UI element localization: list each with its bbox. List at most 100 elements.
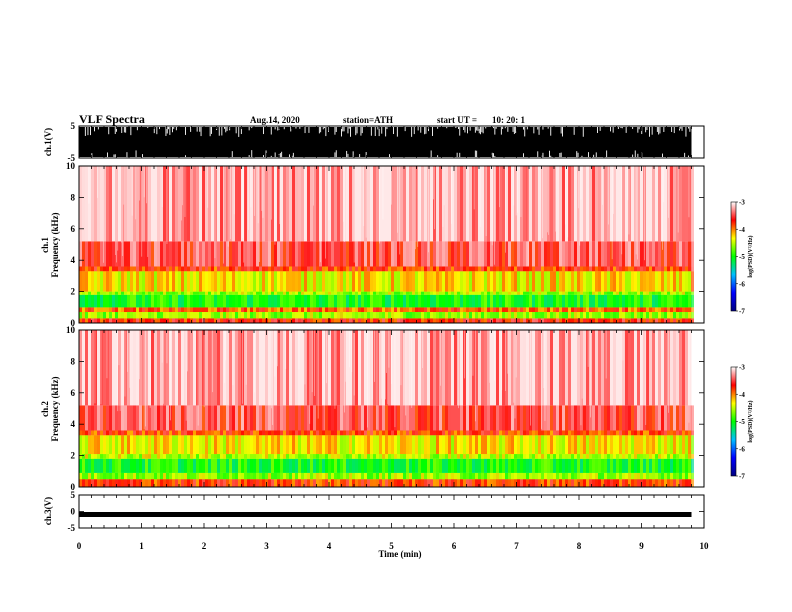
spectral-streak	[663, 166, 665, 203]
trace-gap	[342, 127, 344, 132]
spectral-texture	[385, 454, 388, 459]
spectral-texture	[595, 330, 598, 406]
spectral-texture	[328, 271, 331, 292]
spectral-texture	[349, 291, 352, 295]
spectral-texture	[328, 241, 331, 267]
spectral-texture	[280, 430, 283, 436]
spectral-texture	[115, 330, 118, 406]
spectral-texture	[568, 435, 571, 455]
spectral-texture	[478, 430, 481, 436]
spectral-texture	[292, 479, 295, 487]
spectral-texture	[319, 472, 322, 480]
spectral-texture	[550, 458, 553, 473]
spectral-streak	[567, 166, 569, 238]
spectral-texture	[157, 307, 160, 313]
spectral-texture	[364, 430, 367, 436]
spectral-texture	[613, 166, 616, 242]
spectral-texture	[124, 291, 127, 295]
spectral-texture	[625, 405, 628, 431]
spectral-texture	[424, 479, 427, 487]
spectral-streak	[184, 166, 186, 217]
spectral-texture	[157, 271, 160, 292]
spectral-texture	[529, 307, 532, 313]
spectral-texture	[490, 312, 493, 319]
trace-gap	[350, 127, 351, 137]
trace-gap	[172, 127, 173, 133]
spectral-texture	[475, 307, 478, 313]
spectral-texture	[313, 454, 316, 459]
spectral-texture	[571, 294, 574, 308]
spectral-texture	[616, 318, 619, 323]
spectral-texture	[298, 435, 301, 455]
spectral-texture	[346, 241, 349, 267]
spectral-texture	[139, 291, 142, 295]
spectral-texture	[172, 458, 175, 473]
spectral-texture	[211, 241, 214, 267]
spectral-texture	[637, 435, 640, 455]
spectral-texture	[559, 312, 562, 319]
spectral-texture	[286, 454, 289, 459]
spectral-texture	[337, 241, 340, 267]
spectral-texture	[118, 266, 121, 272]
trace-gap	[523, 153, 524, 157]
spectral-texture	[298, 454, 301, 459]
spectral-texture	[178, 405, 181, 431]
spectral-texture	[547, 330, 550, 406]
spectral-texture	[325, 472, 328, 480]
spectral-texture	[511, 430, 514, 436]
spectral-texture	[622, 166, 625, 242]
spectral-texture	[241, 472, 244, 480]
spectral-texture	[595, 458, 598, 473]
spectral-texture	[325, 454, 328, 459]
spectral-texture	[169, 312, 172, 319]
spectral-texture	[442, 318, 445, 323]
spectral-texture	[124, 294, 127, 308]
spectral-texture	[391, 294, 394, 308]
spectral-texture	[460, 318, 463, 323]
spectral-texture	[313, 312, 316, 319]
spectral-texture	[109, 458, 112, 473]
spectral-texture	[256, 330, 259, 406]
spectral-texture	[394, 271, 397, 292]
spectral-texture	[205, 241, 208, 267]
spectral-texture	[472, 318, 475, 323]
spectral-texture	[523, 166, 526, 242]
spectral-texture	[634, 479, 637, 487]
spectral-texture	[187, 241, 190, 267]
spectral-texture	[190, 166, 193, 242]
spectral-texture	[439, 291, 442, 295]
spectral-texture	[640, 430, 643, 436]
spectral-texture	[295, 458, 298, 473]
spectral-texture	[577, 435, 580, 455]
spectral-texture	[190, 291, 193, 295]
spectral-texture	[421, 479, 424, 487]
spectral-texture	[403, 312, 406, 319]
spectral-texture	[658, 291, 661, 295]
spectral-texture	[574, 312, 577, 319]
trace-gap	[610, 127, 611, 132]
spectral-texture	[622, 479, 625, 487]
spectral-texture	[367, 479, 370, 487]
spectral-texture	[88, 291, 91, 295]
spectral-texture	[142, 454, 145, 459]
trace-gap	[649, 127, 650, 137]
spectral-texture	[250, 271, 253, 292]
spectral-texture	[130, 266, 133, 272]
trace-gap	[515, 127, 517, 134]
spectral-texture	[559, 266, 562, 272]
spectral-texture	[670, 435, 673, 455]
spectral-texture	[487, 472, 490, 480]
spectral-streak	[117, 330, 119, 412]
spectral-texture	[226, 307, 229, 313]
spectral-texture	[634, 318, 637, 323]
spectral-streak	[349, 330, 350, 368]
spectral-texture	[301, 307, 304, 313]
spectral-streak	[391, 330, 392, 385]
spectral-texture	[631, 430, 634, 436]
spectral-texture	[487, 312, 490, 319]
trace-gap	[573, 127, 575, 135]
spectral-texture	[643, 318, 646, 323]
spectral-texture	[673, 241, 676, 267]
spectral-texture	[187, 266, 190, 272]
spectral-texture	[646, 271, 649, 292]
